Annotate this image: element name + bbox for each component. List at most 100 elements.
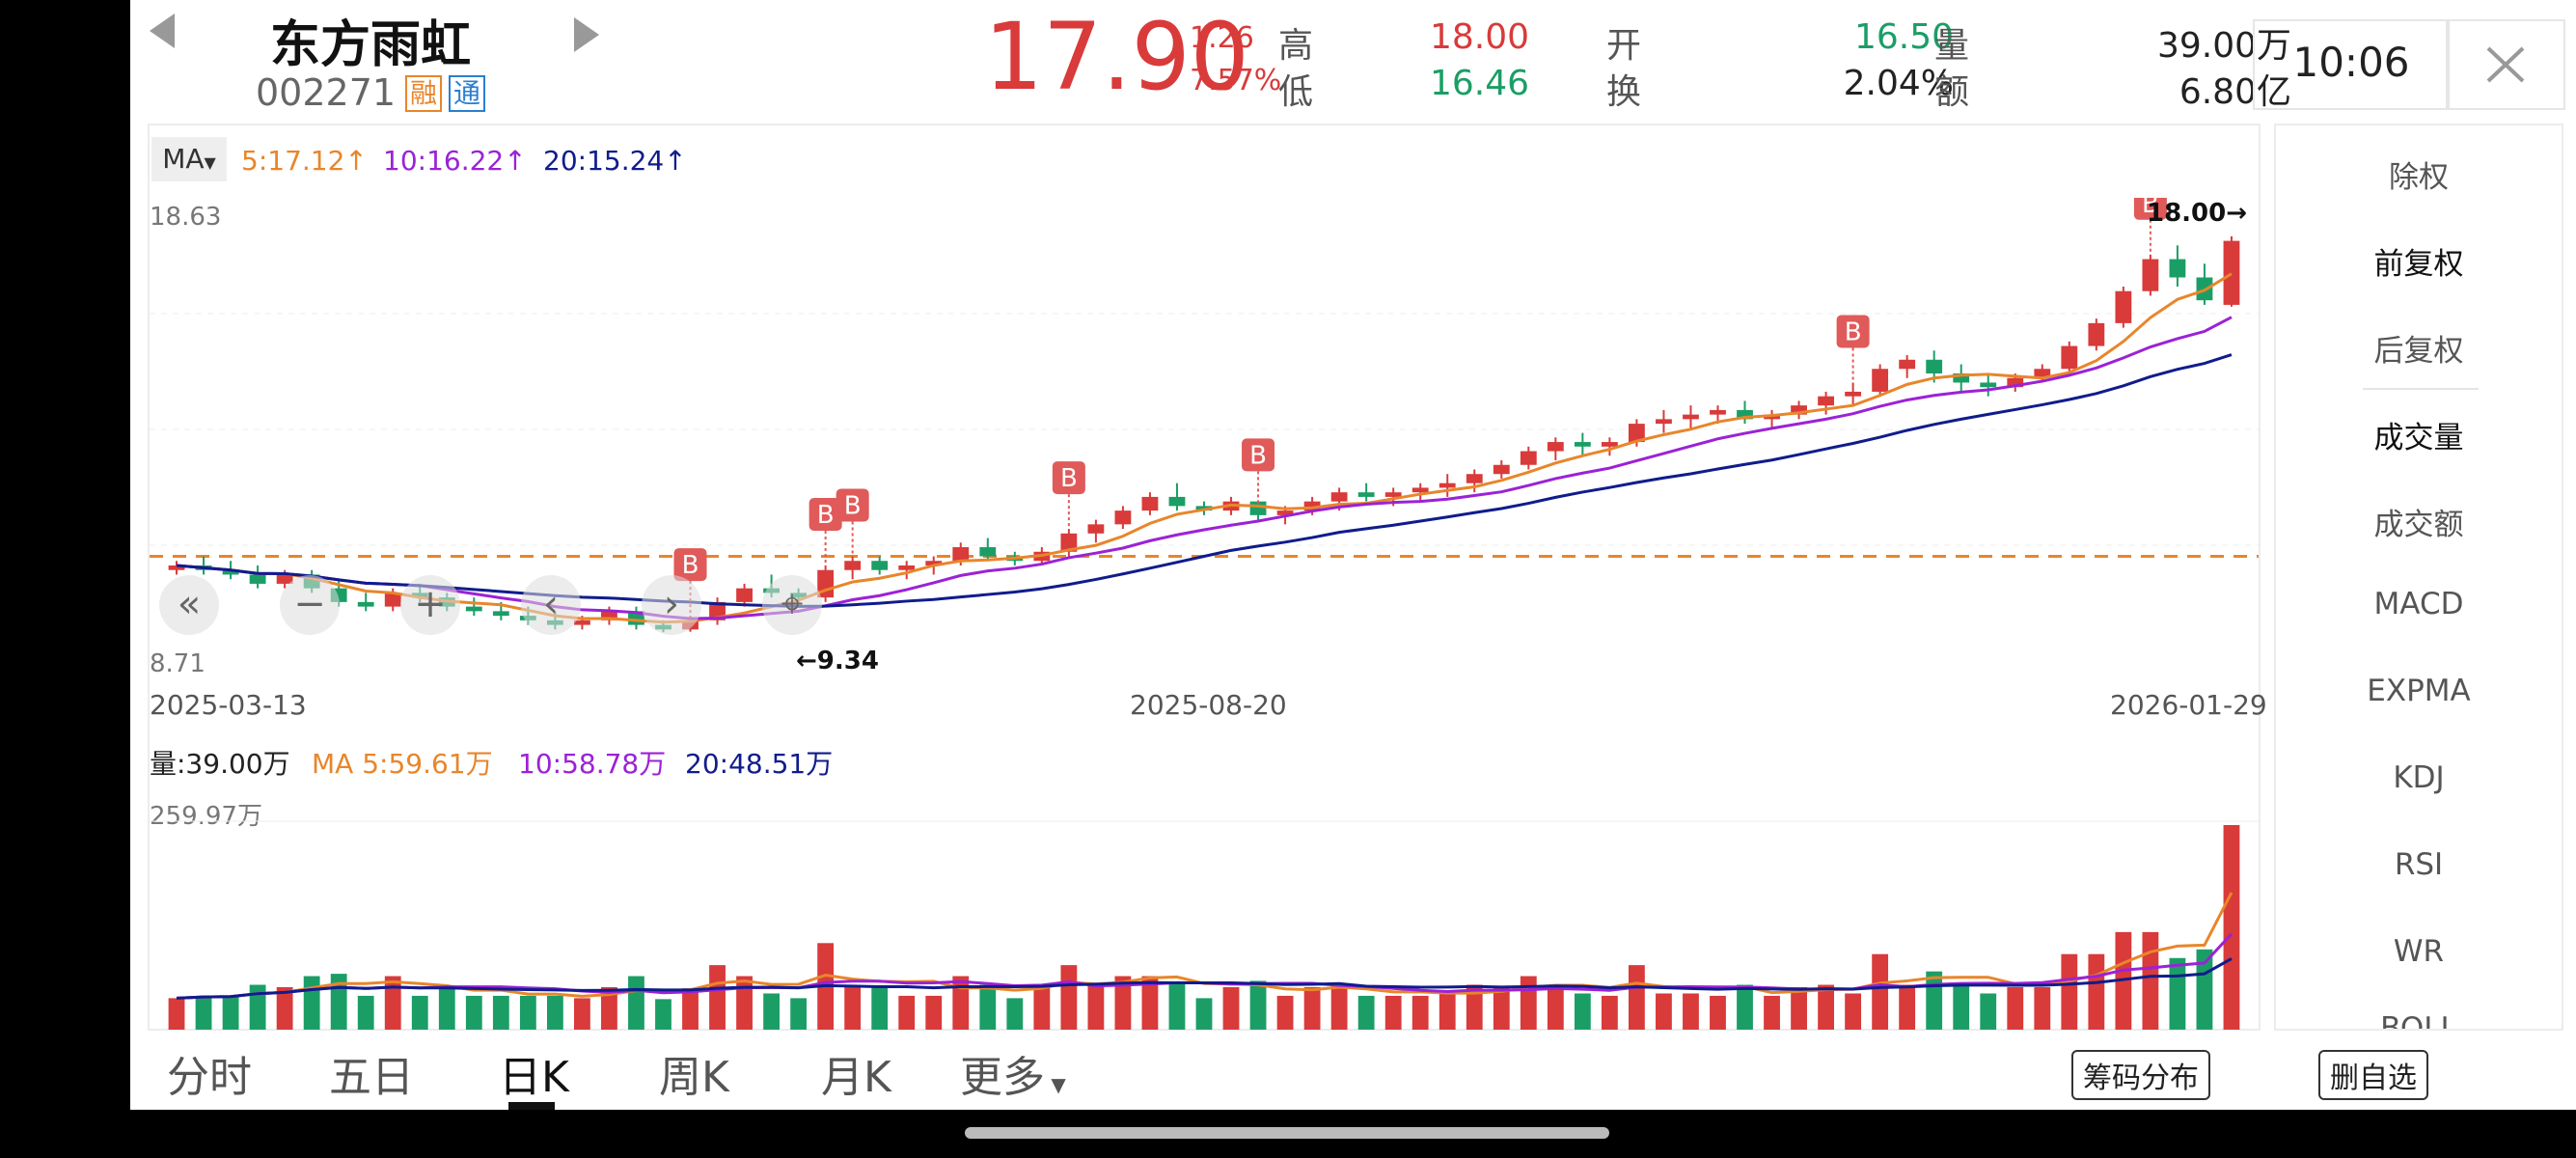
volume-bar <box>2169 957 2186 1030</box>
volume-bar <box>2196 949 2213 1030</box>
sidebar-item-wr[interactable]: WR <box>2393 934 2445 969</box>
sidebar-item-forward-adjust[interactable]: 前复权 <box>2373 247 2464 282</box>
volume-ma20: 20:48.51万 <box>685 748 834 780</box>
sidebar-item-rsi[interactable]: RSI <box>2394 847 2444 882</box>
volume-bar <box>1547 984 1564 1030</box>
price-change: 1.26 <box>1190 21 1254 55</box>
volume-chart[interactable] <box>150 786 2259 1030</box>
volume-axis-top: 259.97万 <box>150 802 262 831</box>
sidebar-item-boll[interactable]: BOLL <box>2380 1011 2457 1031</box>
candle-body <box>1926 359 1943 373</box>
zoom-in-button[interactable]: + <box>400 575 460 635</box>
volume-bar <box>438 986 455 1030</box>
volume-bar <box>1601 995 1618 1030</box>
prev-button[interactable]: ‹ <box>521 575 581 635</box>
candle-body <box>1629 424 1645 443</box>
buy-marker[interactable] <box>808 497 842 531</box>
current-price: 17.90 <box>984 3 1249 111</box>
volume-bar <box>222 995 239 1030</box>
tab-weekly-k[interactable]: 周K <box>659 1053 729 1102</box>
home-indicator[interactable] <box>965 1127 1609 1139</box>
high-label: 高 <box>1278 26 1314 66</box>
volume-label: 量 <box>1934 26 1970 66</box>
close-button[interactable] <box>2446 19 2565 110</box>
sidebar-item-expma[interactable]: EXPMA <box>2367 674 2471 708</box>
volume-bar <box>1411 995 1429 1030</box>
sidebar-item-volume[interactable]: 成交量 <box>2373 421 2464 455</box>
volume-ma10: 10:58.78万 <box>518 748 667 780</box>
volume-bar <box>1764 995 1780 1030</box>
tab-intraday[interactable]: 分时 <box>167 1053 252 1102</box>
volume-bar <box>465 995 482 1030</box>
candle-body <box>465 606 482 612</box>
sidebar-item-ex-rights[interactable]: 除权 <box>2389 160 2449 195</box>
volume-bar <box>1195 998 1213 1030</box>
candle-body <box>222 569 239 575</box>
volume-bar <box>546 995 563 1030</box>
buy-marker[interactable] <box>1836 315 1870 348</box>
candle-body <box>952 547 970 562</box>
rewind-button[interactable]: « <box>159 575 219 635</box>
sidebar-item-backward-adjust[interactable]: 后复权 <box>2373 334 2464 369</box>
volume-bar <box>1168 982 1186 1030</box>
volume-legend: 量:39.00万 <box>150 748 290 780</box>
buy-marker-label: B <box>2142 198 2159 219</box>
back-arrow-icon[interactable] <box>150 14 175 48</box>
candle-body <box>1872 369 1889 392</box>
candle-body <box>1466 474 1483 483</box>
volume-bar <box>2088 953 2105 1030</box>
tab-monthly-k[interactable]: 月K <box>821 1053 891 1102</box>
candle-body <box>1276 510 1294 515</box>
candle-body <box>1141 496 1159 511</box>
candle-body <box>1303 501 1321 511</box>
open-value: 16.50 <box>1853 17 1954 57</box>
chip-distribution-button[interactable]: 筹码分布 <box>2071 1050 2210 1100</box>
ma20-value: 20:15.24↑ <box>543 145 687 177</box>
sidebar-item-kdj[interactable]: KDJ <box>2393 760 2445 795</box>
candle-body <box>871 561 889 570</box>
tab-more[interactable]: 更多 ▼ <box>960 1042 1066 1104</box>
buy-marker[interactable] <box>673 548 707 582</box>
remove-watchlist-button[interactable]: 删自选 <box>2318 1050 2428 1100</box>
candle-body <box>1683 414 1699 420</box>
volume-bar <box>1574 993 1591 1030</box>
volume-bar <box>249 984 266 1030</box>
buy-marker[interactable] <box>836 488 869 522</box>
stock-detail-screen: 东方雨虹 002271 融 通 17.90 1.26 7.57% 高 18.00… <box>130 0 2576 1110</box>
volume-bar <box>1087 984 1105 1030</box>
candle-body <box>1547 442 1564 452</box>
volume-bar <box>1276 995 1294 1030</box>
volume-bar <box>844 984 862 1030</box>
buy-marker-label: B <box>1060 464 1078 493</box>
volume-bar <box>2142 931 2159 1030</box>
tab-daily-k[interactable]: 日K <box>499 1053 569 1102</box>
buy-marker[interactable] <box>1052 461 1085 495</box>
volume-bar <box>1439 993 1456 1030</box>
buy-marker[interactable] <box>1242 438 1275 472</box>
candle-body <box>2115 290 2132 323</box>
volume-bar <box>682 988 699 1030</box>
next-button[interactable]: › <box>642 575 701 635</box>
tab-five-day[interactable]: 五日 <box>329 1053 414 1102</box>
candle-body <box>1574 442 1591 447</box>
buy-marker[interactable] <box>2133 198 2167 220</box>
candle-body <box>1411 487 1429 493</box>
candle-body <box>925 561 943 565</box>
volume-bar <box>574 998 590 1030</box>
candle-body <box>2061 345 2078 370</box>
dropdown-arrow-icon: ▼ <box>204 153 216 172</box>
price-change-pct: 7.57% <box>1190 64 1282 97</box>
ma-selector[interactable]: MA▼ <box>151 137 227 181</box>
date-mid: 2025-08-20 <box>1130 689 1287 721</box>
close-icon <box>2486 46 2525 83</box>
zoom-out-button[interactable]: − <box>280 575 340 635</box>
sidebar-item-macd[interactable]: MACD <box>2373 587 2464 621</box>
sidebar-item-amount[interactable]: 成交额 <box>2373 508 2464 542</box>
volume-bar <box>1249 980 1267 1030</box>
fullscreen-button[interactable]: ⌖ <box>762 575 822 635</box>
forward-arrow-icon[interactable] <box>574 17 599 52</box>
volume-bar <box>519 995 536 1030</box>
volume-bar <box>1114 976 1132 1030</box>
volume-bar <box>790 998 808 1030</box>
